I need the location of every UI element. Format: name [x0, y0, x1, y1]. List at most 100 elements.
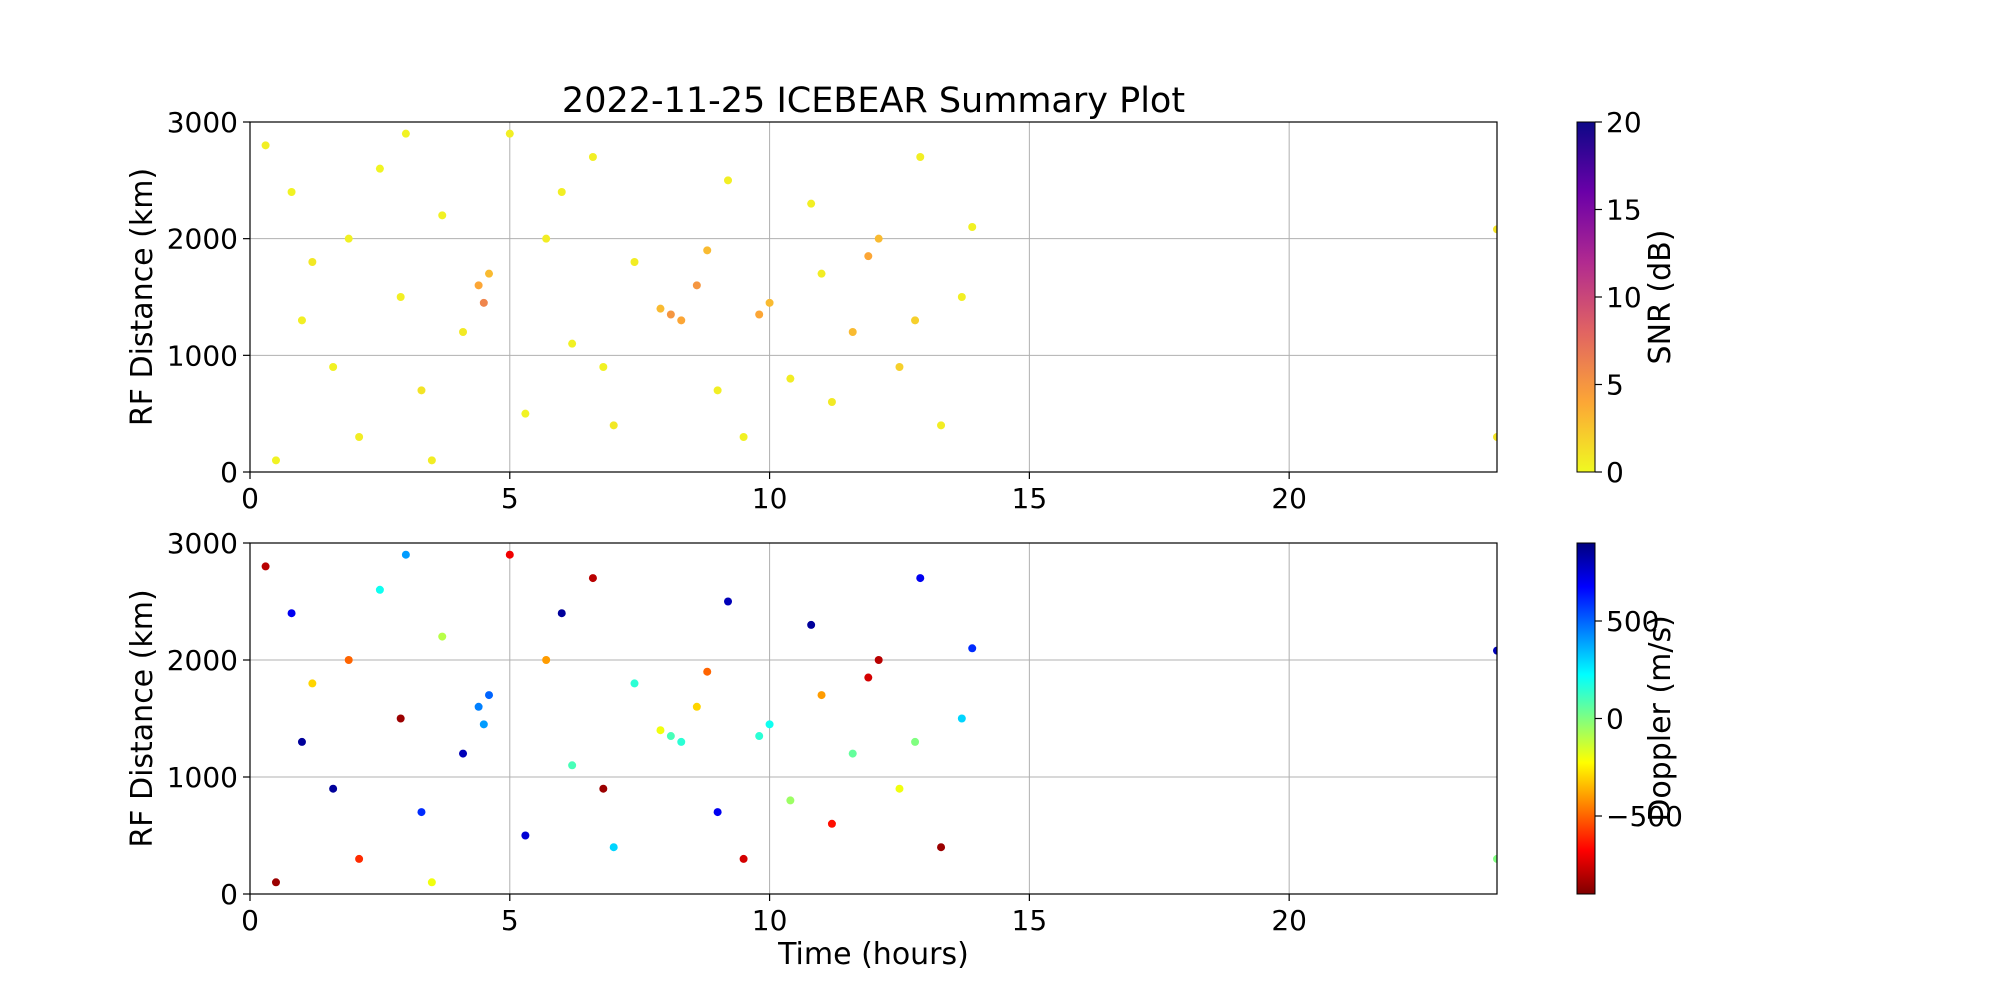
point: [916, 153, 925, 161]
point: [485, 691, 494, 700]
point: [329, 784, 338, 793]
x-tick-label: 5: [501, 904, 519, 937]
point: [713, 808, 722, 817]
y-tick-label: 2000: [167, 223, 238, 256]
point: [355, 433, 364, 441]
point: [895, 784, 904, 793]
x-tick-label: 5: [501, 482, 519, 515]
point: [874, 234, 883, 243]
point: [542, 656, 551, 664]
point: [864, 673, 873, 682]
colorbar-label: SNR (dB): [1643, 230, 1678, 365]
point: [786, 374, 795, 383]
point: [666, 310, 675, 319]
point: [864, 252, 873, 261]
point: [479, 298, 488, 307]
point: [609, 421, 618, 430]
point: [308, 679, 317, 688]
colorbar-tick-label: 0: [1606, 456, 1624, 489]
point: [827, 819, 836, 828]
point: [417, 808, 426, 817]
point: [557, 188, 566, 196]
point: [692, 702, 701, 711]
point: [375, 164, 384, 173]
y-tick-label: 3000: [167, 106, 238, 139]
point: [542, 234, 551, 243]
point: [459, 749, 468, 758]
point: [396, 714, 405, 723]
point: [568, 761, 577, 770]
x-tick-label: 10: [752, 904, 788, 937]
point: [1493, 225, 1497, 234]
point: [427, 878, 436, 887]
point: [739, 854, 748, 863]
point: [817, 269, 826, 278]
point: [765, 720, 774, 729]
points: [261, 550, 1497, 887]
colorbar-tick-label: 20: [1606, 106, 1642, 139]
point: [588, 574, 597, 583]
point: [755, 310, 764, 319]
point: [271, 456, 280, 465]
point: [1493, 854, 1497, 863]
point: [271, 878, 280, 887]
colorbar-tick-label: −500: [1606, 800, 1683, 833]
point: [937, 421, 946, 430]
point: [474, 281, 483, 290]
point: [848, 328, 857, 336]
point: [807, 199, 816, 208]
point: [817, 691, 826, 700]
point: [666, 732, 675, 741]
x-tick-label: 0: [241, 482, 259, 515]
point: [474, 702, 483, 711]
point: [786, 796, 795, 805]
point: [297, 316, 306, 325]
y-tick-label: 0: [220, 456, 238, 489]
point: [895, 363, 904, 371]
point: [911, 316, 920, 325]
point: [827, 398, 836, 406]
point: [807, 620, 816, 629]
point: [1493, 646, 1497, 655]
point: [287, 609, 296, 618]
point: [656, 726, 665, 735]
point: [692, 281, 701, 290]
point: [568, 339, 577, 348]
x-tick-label: 20: [1271, 904, 1307, 937]
point: [438, 211, 447, 220]
point: [485, 269, 494, 278]
colorbar-tick-label: 0: [1606, 703, 1624, 736]
colorbar: [1576, 121, 1596, 473]
colorbar-label: Doppler (m/s): [1643, 615, 1678, 822]
point: [630, 258, 639, 266]
point: [521, 831, 530, 840]
point: [417, 386, 426, 395]
point: [329, 363, 338, 371]
point: [713, 386, 722, 395]
x-tick-label: 15: [1012, 904, 1048, 937]
point: [599, 784, 608, 793]
colorbar: [1576, 542, 1596, 895]
y-tick-label: 2000: [167, 644, 238, 677]
point: [1493, 433, 1497, 441]
point: [297, 737, 306, 746]
point: [703, 667, 712, 676]
y-axis-label: RF Distance (km): [125, 589, 160, 847]
point: [677, 316, 686, 325]
point: [916, 574, 925, 583]
point: [609, 843, 618, 852]
point: [588, 153, 597, 161]
point: [848, 749, 857, 758]
point: [724, 597, 733, 606]
point: [287, 188, 296, 196]
point: [308, 258, 317, 266]
axes-frame: [249, 121, 1498, 473]
point: [656, 304, 665, 313]
point: [739, 433, 748, 441]
chart-title: 2022-11-25 ICEBEAR Summary Plot: [562, 81, 1185, 121]
point: [427, 456, 436, 465]
point: [724, 176, 733, 185]
x-tick-label: 0: [241, 904, 259, 937]
point: [459, 328, 468, 336]
